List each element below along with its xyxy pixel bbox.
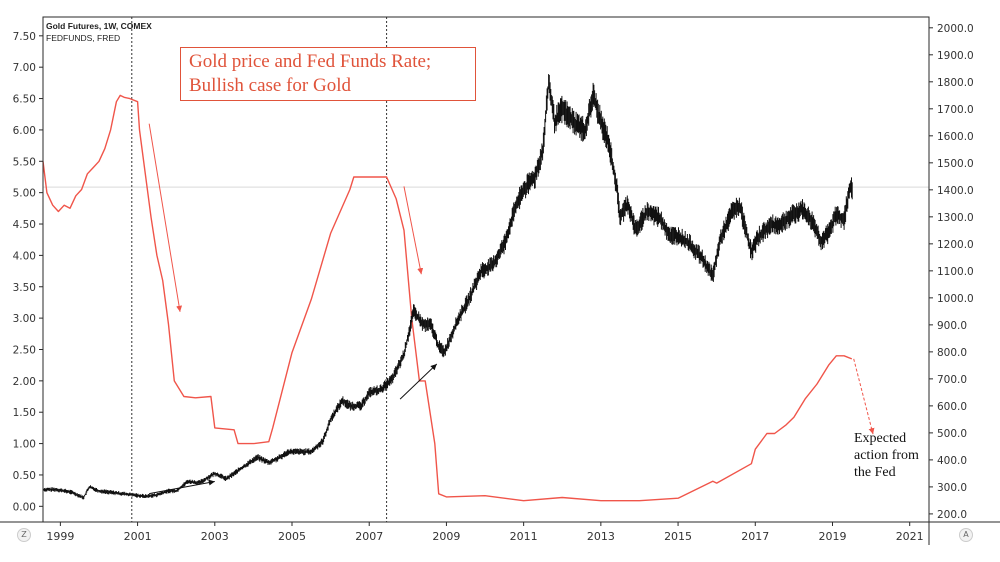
right-tick-label: 700.0 xyxy=(937,374,967,386)
left-tick-label: 6.50 xyxy=(13,94,36,106)
x-tick-label: 2005 xyxy=(278,530,306,543)
grid-layer xyxy=(43,17,929,522)
trend-arrows xyxy=(148,123,875,495)
x-tick-label: 2017 xyxy=(741,530,769,543)
x-tick-label: 2003 xyxy=(201,530,229,543)
left-tick-label: 5.50 xyxy=(13,156,36,168)
zoom-reset-button[interactable]: Z xyxy=(17,528,31,542)
left-tick-label: 6.00 xyxy=(13,125,36,137)
note-line-1: Expected xyxy=(854,431,907,446)
right-tick-label: 200.0 xyxy=(937,509,967,521)
fed-funds-series xyxy=(42,94,853,502)
left-tick-label: 2.00 xyxy=(13,376,36,388)
left-tick-label: 5.00 xyxy=(13,188,36,200)
right-tick-label: 600.0 xyxy=(937,401,967,413)
left-tick-label: 1.00 xyxy=(13,439,36,451)
black-arrow xyxy=(149,479,215,495)
title-line-1: Gold price and Fed Funds Rate; xyxy=(189,51,432,72)
right-tick-label: 900.0 xyxy=(937,320,967,332)
red-arrow xyxy=(148,123,183,312)
gold-price-series xyxy=(42,74,853,500)
title-line-2: Bullish case for Gold xyxy=(189,75,352,96)
right-tick-label: 1400.0 xyxy=(937,185,974,197)
x-tick-label: 2019 xyxy=(818,530,846,543)
x-tick-label: 2015 xyxy=(664,530,692,543)
black-arrow xyxy=(399,363,438,400)
left-tick-label: 0.00 xyxy=(13,501,36,513)
left-tick-label: 7.00 xyxy=(13,62,36,74)
right-tick-label: 300.0 xyxy=(937,482,967,494)
x-tick-label: 2009 xyxy=(432,530,460,543)
right-tick-label: 1200.0 xyxy=(937,239,974,251)
right-tick-label: 800.0 xyxy=(937,347,967,359)
left-tick-label: 7.50 xyxy=(13,31,36,43)
symbol-line: Gold Futures, 1W, COMEX xyxy=(46,21,152,31)
overlay-line: FEDFUNDS, FRED xyxy=(46,33,120,43)
right-tick-label: 400.0 xyxy=(937,455,967,467)
left-tick-label: 1.50 xyxy=(13,407,36,419)
fed-funds-line xyxy=(42,94,853,502)
note-line-2: action from xyxy=(854,448,919,463)
right-tick-label: 2000.0 xyxy=(937,23,974,35)
x-tick-label: 2013 xyxy=(587,530,615,543)
chart-title-box: Gold price and Fed Funds Rate; Bullish c… xyxy=(180,47,476,101)
x-tick-label: 2001 xyxy=(124,530,152,543)
right-tick-label: 1300.0 xyxy=(937,212,974,224)
right-tick-label: 500.0 xyxy=(937,428,967,440)
right-tick-label: 1800.0 xyxy=(937,77,974,89)
axes-layer: 0.00 0.50 1.00 1.50 2.00 2.50 3.00 3.50 4.00 4.50… xyxy=(13,23,974,543)
right-tick-label: 1600.0 xyxy=(937,131,974,143)
left-tick-label: 4.50 xyxy=(13,219,36,231)
note-line-3: the Fed xyxy=(854,465,896,480)
right-tick-label: 1500.0 xyxy=(937,158,974,170)
x-tick-label: 2021 xyxy=(896,530,924,543)
x-tick-label: 2011 xyxy=(510,530,538,543)
x-tick-label: 1999 xyxy=(46,530,74,543)
x-tick-label: 2007 xyxy=(355,530,383,543)
left-tick-label: 3.00 xyxy=(13,313,36,325)
right-tick-label: 1000.0 xyxy=(937,293,974,305)
right-tick-label: 1700.0 xyxy=(937,104,974,116)
red-arrow xyxy=(853,358,875,435)
left-tick-label: 0.50 xyxy=(13,470,36,482)
right-tick-label: 1900.0 xyxy=(937,50,974,62)
left-tick-label: 4.00 xyxy=(13,250,36,262)
expected-action-note: Expected action from the Fed xyxy=(854,430,944,481)
auto-scale-button[interactable]: A xyxy=(959,528,973,542)
right-tick-label: 1100.0 xyxy=(937,266,974,278)
red-arrow xyxy=(403,186,424,275)
left-tick-label: 2.50 xyxy=(13,344,36,356)
left-tick-label: 3.50 xyxy=(13,282,36,294)
